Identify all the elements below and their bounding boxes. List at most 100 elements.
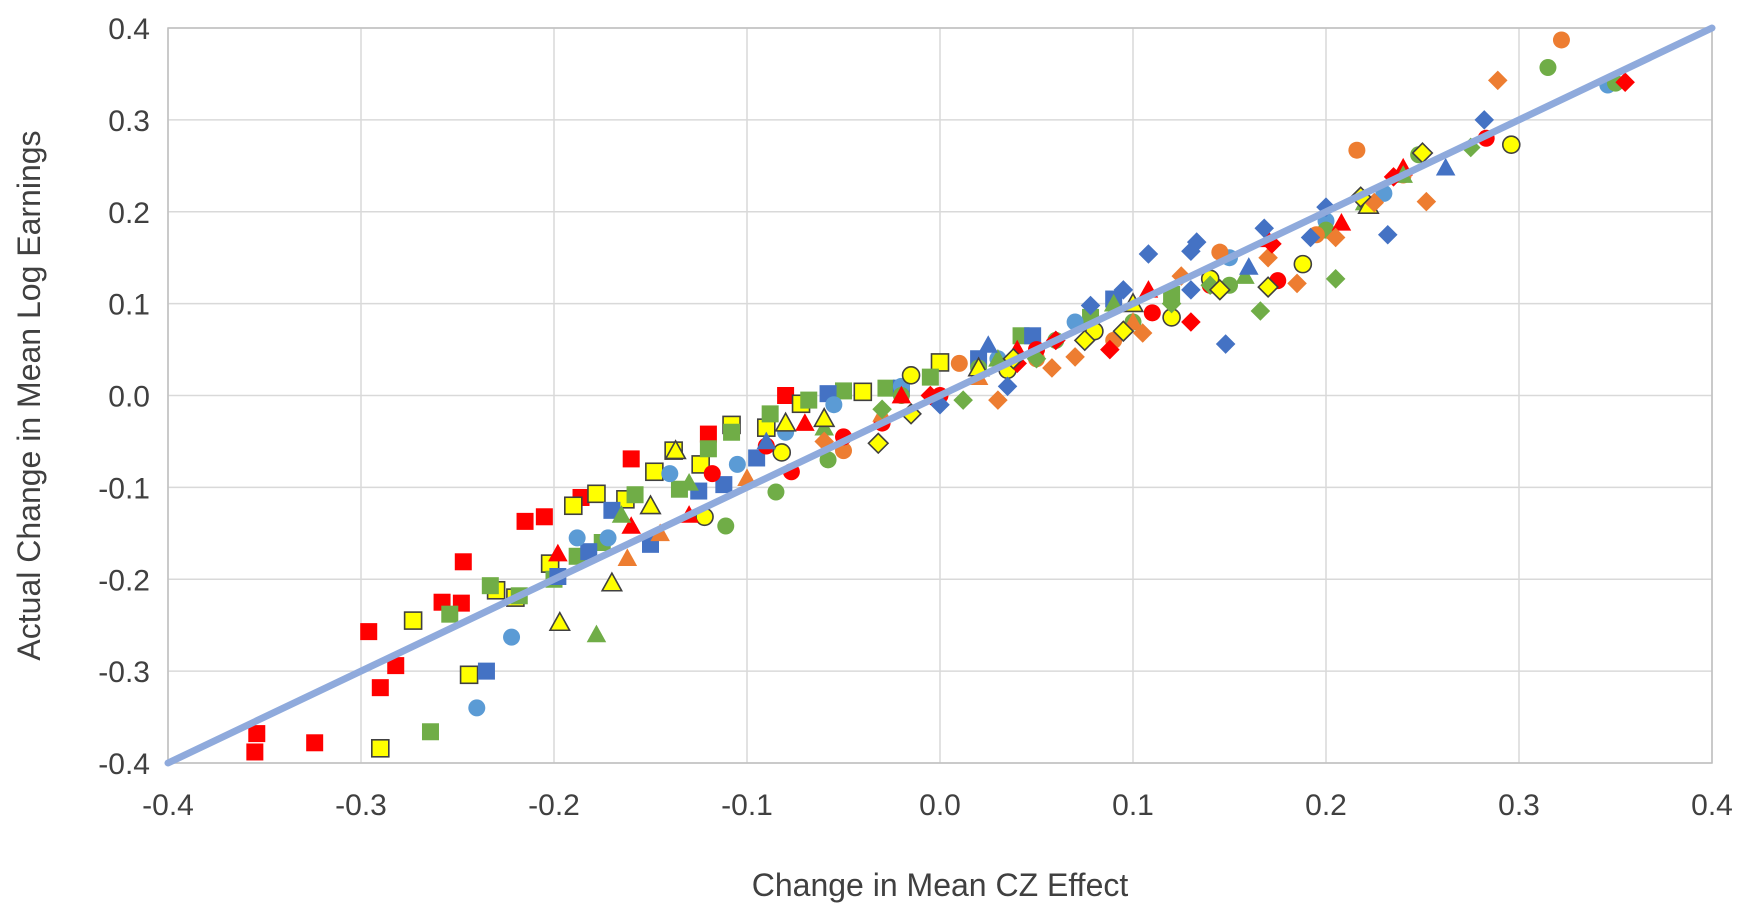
data-point-triangle [756, 431, 777, 450]
y-axis-title: Actual Change in Mean Log Earnings [11, 130, 47, 660]
data-point-diamond [1208, 278, 1231, 301]
y-axis-tick-labels: -0.4 -0.3 -0.2 -0.1 0.0 0.1 0.2 0.3 0.4 [98, 13, 150, 781]
data-point-circle [901, 365, 921, 385]
data-point-square [626, 486, 644, 504]
data-point-circle [728, 455, 746, 473]
data-point-circle [767, 483, 785, 501]
y-tick-label: -0.4 [98, 748, 150, 781]
data-point-diamond [1138, 244, 1159, 264]
data-point-diamond [1080, 295, 1101, 316]
y-tick-label: 0.3 [108, 105, 150, 138]
data-point-square [723, 423, 741, 441]
x-tick-label: -0.3 [335, 789, 387, 822]
data-point-triangle [548, 543, 568, 562]
data-point-square [853, 382, 873, 402]
data-point-square [360, 623, 378, 641]
data-point-diamond [867, 432, 890, 455]
data-point-diamond [1161, 293, 1182, 314]
data-point-square [877, 379, 895, 397]
data-point-triangle [813, 407, 836, 428]
data-point-circle [568, 529, 586, 547]
data-point-diamond [930, 394, 950, 415]
data-point-circle [1293, 254, 1313, 274]
data-point-diamond [1181, 280, 1201, 300]
reference-line-layer [164, 24, 1716, 767]
data-point-triangle [600, 571, 624, 592]
data-point-square [535, 508, 553, 526]
data-point-square [477, 662, 495, 680]
data-point-circle [1348, 141, 1366, 159]
data-point-triangle [548, 611, 571, 632]
data-point-diamond [1416, 191, 1437, 212]
data-point-square [403, 611, 423, 630]
data-point-circle [1501, 135, 1521, 154]
data-point-circle [661, 465, 679, 483]
data-point-circle [503, 628, 521, 646]
data-point-triangle [664, 439, 687, 460]
data-point-square [580, 543, 598, 561]
data-point-diamond [1215, 334, 1236, 354]
data-point-triangle [586, 624, 607, 643]
data-point-square [370, 738, 390, 758]
data-point-diamond [1487, 70, 1508, 91]
data-point-square [516, 512, 534, 530]
data-points [246, 31, 1635, 761]
data-point-square [748, 449, 766, 467]
data-point-square [481, 577, 499, 595]
data-point-triangle [774, 411, 797, 432]
data-point-square [459, 665, 479, 685]
y-tick-label: 0.0 [108, 381, 150, 414]
x-tick-label: -0.1 [721, 789, 773, 822]
x-tick-label: 0.1 [1112, 789, 1154, 822]
data-point-diamond [1042, 358, 1062, 378]
data-point-circle [717, 517, 735, 535]
data-point-triangle [1239, 257, 1259, 275]
data-point-circle [1539, 59, 1557, 77]
data-point-square [800, 391, 818, 409]
y-tick-label: 0.4 [108, 13, 150, 46]
data-point-diamond [1325, 269, 1346, 289]
data-point-circle [825, 396, 843, 414]
data-point-square [248, 725, 266, 743]
data-point-diamond [1112, 320, 1135, 343]
data-point-triangle [795, 413, 815, 431]
y-tick-label: -0.2 [98, 564, 150, 597]
data-point-diamond [997, 376, 1018, 397]
data-point-square [777, 387, 795, 404]
data-point-diamond [1132, 323, 1153, 343]
data-point-square [699, 425, 717, 443]
data-point-diamond [1377, 224, 1398, 245]
data-point-triangle [617, 548, 638, 566]
data-point-square [421, 723, 439, 741]
data-point-diamond [1287, 273, 1307, 294]
x-axis-title: Change in Mean CZ Effect [752, 867, 1129, 903]
data-point-diamond [1257, 276, 1280, 298]
data-point-square [1024, 327, 1042, 345]
data-point-square [930, 353, 950, 372]
data-point-triangle [621, 516, 641, 534]
data-point-diamond [872, 399, 892, 420]
x-tick-label: 0.4 [1691, 789, 1733, 822]
data-point-diamond [1258, 247, 1278, 268]
data-point-square [921, 368, 939, 386]
data-point-square [761, 405, 779, 423]
data-point-diamond [1300, 227, 1321, 248]
data-point-diamond [1615, 72, 1635, 92]
data-point-square [441, 605, 459, 623]
data-point-circle [772, 443, 792, 462]
data-point-circle [1143, 304, 1161, 322]
data-point-square [699, 440, 717, 458]
data-point-triangle [1235, 266, 1255, 284]
y-tick-label: 0.1 [108, 289, 150, 322]
data-point-triangle [1331, 213, 1352, 231]
data-point-square [603, 501, 621, 519]
data-point-diamond [1200, 275, 1220, 296]
data-point-diamond [1325, 227, 1346, 248]
data-point-diamond [1181, 241, 1201, 262]
data-point-square [387, 657, 405, 675]
data-point-diamond [1250, 301, 1271, 321]
data-point-circle [468, 699, 486, 717]
y-tick-label: -0.1 [98, 472, 150, 505]
data-point-diamond [953, 390, 973, 410]
